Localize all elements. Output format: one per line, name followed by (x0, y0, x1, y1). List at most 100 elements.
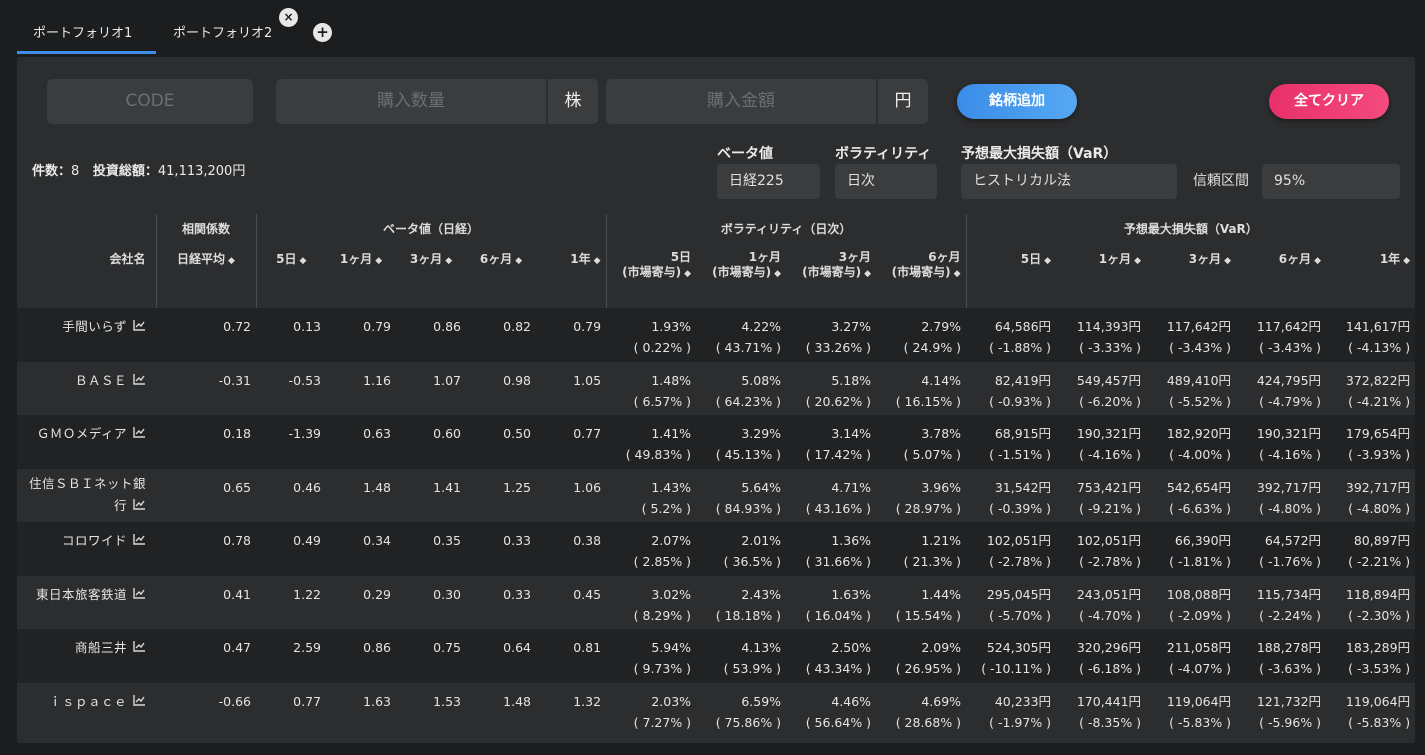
var-amount: 392,717円 (1256, 479, 1322, 495)
beta-1y-header[interactable]: 1年 ◆ (536, 242, 606, 308)
beta-select[interactable]: 日経225 (717, 164, 820, 199)
line-chart-icon[interactable] (133, 370, 146, 391)
vol-3m-header[interactable]: 3ヶ月 (市場寄与) ◆ (786, 242, 876, 308)
sort-icon[interactable]: ◆ (445, 256, 453, 266)
var-1m-header[interactable]: 1ヶ月 ◆ (1056, 242, 1146, 308)
amount-input[interactable]: 購入金額 (606, 79, 876, 124)
var-percent: ( -1.51% ) (989, 447, 1052, 462)
sort-icon[interactable]: ◆ (299, 256, 307, 266)
sort-icon[interactable]: ◆ (1314, 256, 1322, 266)
add-stock-button[interactable]: 銘柄追加 (957, 84, 1077, 119)
beta-6m-header[interactable]: 6ヶ月 ◆ (466, 242, 536, 308)
var-amount: 108,088円 (1166, 586, 1232, 602)
vol-5d-contrib: (市場寄与) (622, 265, 682, 279)
beta-cell: 0.30 (396, 575, 466, 629)
quantity-input[interactable]: 購入数量 (276, 79, 546, 124)
vol-6m-header[interactable]: 6ヶ月 (市場寄与) ◆ (876, 242, 966, 308)
sort-icon[interactable]: ◆ (593, 256, 601, 266)
vol-cell: 3.29% ( 45.13% ) (696, 415, 787, 469)
var-5d-header[interactable]: 5日 ◆ (965, 242, 1057, 308)
volatility-select[interactable]: 日次 (835, 164, 937, 199)
company-name[interactable]: ＧＭＯメディア (36, 426, 127, 441)
sort-icon[interactable]: ◆ (515, 256, 523, 266)
company-name[interactable]: 東日本旅客鉄道 (35, 586, 127, 602)
vol-1m-header[interactable]: 1ヶ月 (市場寄与) ◆ (696, 242, 786, 308)
vol-value: 2.09% (921, 640, 962, 655)
tab-portfolio-1[interactable]: ポートフォリオ1 (33, 26, 133, 41)
var-percent: ( -2.09% ) (1169, 607, 1232, 623)
var-1y-header[interactable]: 1年 ◆ (1326, 242, 1415, 308)
vol-cell: 1.21% ( 21.3% ) (876, 522, 967, 576)
var-amount: 753,421円 (1076, 479, 1142, 495)
company-name[interactable]: ｉｓｐａｃｅ (48, 693, 127, 709)
vol-cell: 1.36% ( 31.66% ) (786, 522, 877, 576)
vol-contrib: ( 0.22% ) (633, 340, 692, 355)
vol-cell: 2.79% ( 24.9% ) (876, 308, 967, 362)
beta-cell: 0.33 (466, 522, 536, 576)
beta-cell: -1.39 (256, 415, 326, 469)
company-name[interactable]: コロワイド (61, 533, 127, 548)
beta-cell: 0.79 (326, 308, 396, 362)
tab-portfolio-2[interactable]: ポートフォリオ2 (173, 26, 273, 41)
nikkei-avg-header[interactable]: 日経平均 ◆ (155, 242, 256, 308)
sort-icon[interactable]: ◆ (864, 269, 872, 279)
close-icon[interactable]: × (279, 8, 298, 27)
company-name[interactable]: ＢＡＳＥ (74, 372, 127, 388)
vol-value: 5.18% (831, 372, 872, 388)
amount-unit: 円 (876, 79, 928, 124)
blank-header (17, 214, 156, 242)
var-method-select[interactable]: ヒストリカル法 (961, 164, 1177, 199)
portfolio-tabs: ポートフォリオ1 ポートフォリオ2 × + (17, 0, 417, 56)
var-percent: ( -4.80% ) (1348, 500, 1411, 516)
var-amount: 117,642円 (1166, 319, 1232, 334)
sort-icon[interactable]: ◆ (953, 269, 961, 279)
sort-icon[interactable]: ◆ (1403, 256, 1411, 266)
var-percent: ( -2.24% ) (1259, 607, 1322, 623)
sort-icon[interactable]: ◆ (1044, 256, 1052, 266)
var-amount: 170,441円 (1076, 693, 1142, 709)
var-cell: 489,410円 ( -5.52% ) (1146, 361, 1237, 415)
beta-3m-header[interactable]: 3ヶ月 ◆ (396, 242, 466, 308)
vol-contrib: ( 9.73% ) (633, 661, 692, 676)
line-chart-icon[interactable] (133, 691, 146, 712)
corr-cell: 0.78 (156, 522, 256, 576)
beta-5d-header[interactable]: 5日 ◆ (255, 242, 326, 308)
clear-all-button[interactable]: 全てクリア (1269, 84, 1389, 119)
company-name[interactable]: 住信ＳＢＩネット銀行 (28, 475, 146, 513)
company-name[interactable]: 商船三井 (74, 640, 127, 655)
var-6m-header[interactable]: 6ヶ月 ◆ (1236, 242, 1326, 308)
vol-value: 6.59% (741, 693, 782, 709)
vol-cell: 4.13% ( 53.9% ) (696, 629, 787, 683)
code-input[interactable]: CODE (47, 79, 253, 124)
line-chart-icon[interactable] (133, 530, 146, 551)
beta-cell: 0.64 (466, 629, 536, 683)
vol-contrib: ( 28.68% ) (895, 714, 962, 730)
line-chart-icon[interactable] (133, 495, 146, 517)
vol-contrib: ( 18.18% ) (715, 607, 782, 623)
company-name-cell: ＧＭＯメディア (17, 415, 156, 469)
sort-icon[interactable]: ◆ (1134, 256, 1142, 266)
sort-icon[interactable]: ◆ (774, 269, 782, 279)
line-chart-icon[interactable] (133, 423, 146, 444)
line-chart-icon[interactable] (133, 637, 146, 658)
sort-icon[interactable]: ◆ (228, 256, 235, 266)
confidence-select[interactable]: 95% (1262, 164, 1400, 199)
sort-icon[interactable]: ◆ (375, 256, 383, 266)
var-percent: ( -4.16% ) (1079, 447, 1142, 462)
vol-value: 3.02% (651, 586, 692, 602)
line-chart-icon[interactable] (133, 584, 146, 605)
beta-1m-header[interactable]: 1ヶ月 ◆ (326, 242, 396, 308)
vol-group-header: ボラティリティ（日次） (605, 214, 967, 242)
var-amount: 66,390円 (1174, 533, 1232, 548)
vol-5d-header[interactable]: 5日 (市場寄与) ◆ (605, 242, 697, 308)
line-chart-icon[interactable] (133, 316, 146, 337)
var-3m-header[interactable]: 3ヶ月 ◆ (1146, 242, 1236, 308)
corr-cell: 0.47 (156, 629, 256, 683)
sort-icon[interactable]: ◆ (1224, 256, 1232, 266)
plus-icon[interactable]: + (313, 23, 332, 42)
vol-1m-label: 1ヶ月 (748, 250, 782, 264)
sort-icon[interactable]: ◆ (684, 269, 692, 279)
company-name[interactable]: 手間いらず (62, 319, 127, 334)
table-row: 東日本旅客鉄道 0.41 1.22 0.29 0.30 0.33 0.45 3.02% ( 8.… (17, 575, 1415, 629)
vol-value: 4.71% (831, 479, 872, 495)
